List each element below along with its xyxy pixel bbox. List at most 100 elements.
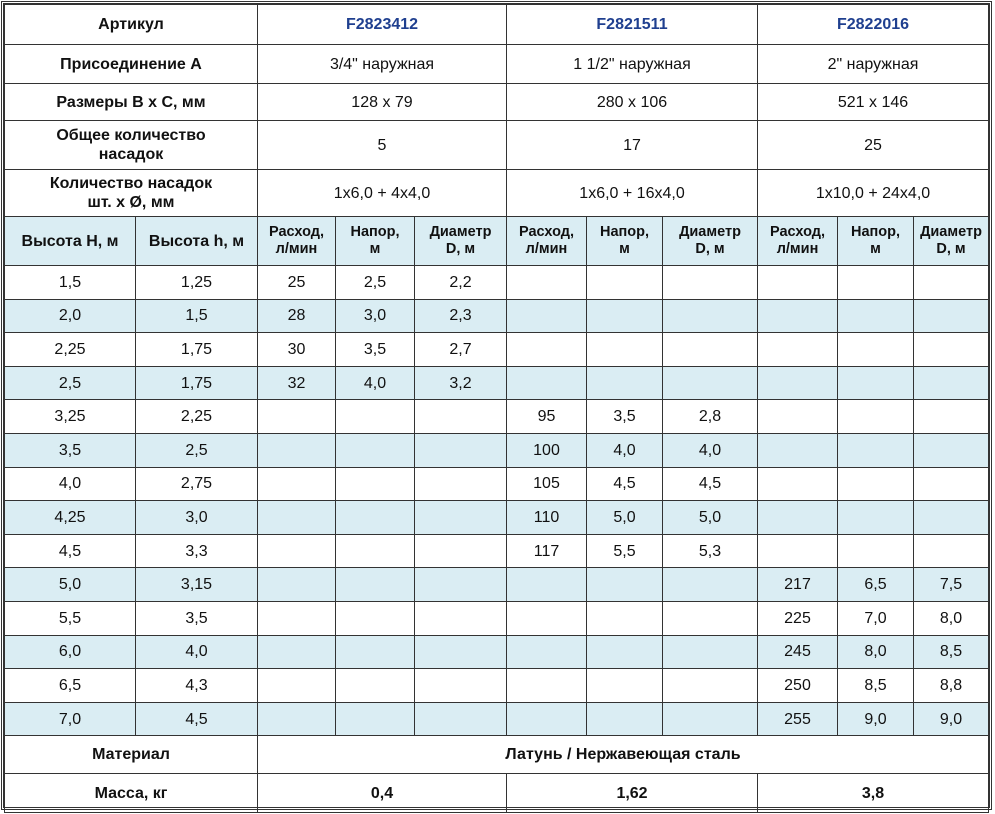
total-nozzles-row: Общее количество насадок 5 17 25 — [4, 120, 989, 170]
total-nozzles-3: 25 — [757, 120, 989, 170]
table-cell — [506, 634, 587, 670]
table-row: 3,25 2,25 95 3,5 2,8 — [4, 399, 989, 434]
table-cell: 2,5 — [335, 265, 415, 300]
table-cell — [414, 634, 507, 670]
table-cell: 4,0 — [661, 432, 759, 468]
table-cell — [757, 332, 839, 367]
table-cell: 8,8 — [913, 668, 989, 703]
table-cell — [586, 298, 663, 334]
label-line: D, м — [445, 241, 476, 257]
material-row: Материал Латунь / Нержавеющая сталь — [4, 735, 989, 775]
table-cell: 95 — [506, 399, 587, 434]
table-cell: 7,0 — [4, 701, 136, 737]
table-cell: 1,5 — [135, 298, 258, 334]
table-cell — [586, 265, 663, 300]
table-cell — [757, 399, 839, 434]
material-value: Латунь / Нержавеющая сталь — [257, 735, 989, 775]
table-cell: 2,3 — [414, 298, 507, 334]
table-cell — [661, 298, 759, 334]
table-cell: 3,15 — [135, 567, 258, 602]
table-cell: 250 — [757, 668, 839, 703]
table-cell: 3,3 — [135, 533, 258, 569]
col-diameter-2: Диаметр D, м — [661, 216, 759, 266]
size-row: Размеры В х С, мм 128 x 79 280 x 106 521… — [4, 83, 989, 121]
nozzles-row: Количество насадок шт. х Ø, мм 1х6,0 + 4х… — [4, 169, 989, 217]
table-cell — [414, 466, 507, 502]
table-cell — [913, 365, 989, 401]
table-cell — [257, 432, 336, 468]
table-cell: 2,25 — [135, 399, 258, 434]
table-cell — [257, 600, 336, 636]
table-cell: 3,0 — [335, 298, 415, 334]
table-row: 7,0 4,5 255 9,0 9,0 — [4, 701, 989, 737]
nozzles-label: Количество насадок шт. х Ø, мм — [4, 169, 258, 217]
table-cell: 8,0 — [837, 634, 915, 670]
label-line: м — [870, 241, 881, 257]
label-line: D, м — [695, 241, 725, 257]
table-cell — [335, 668, 415, 703]
table-cell: 225 — [757, 600, 839, 636]
table-cell: 117 — [506, 533, 587, 569]
table-cell — [414, 500, 507, 535]
size-3: 521 x 146 — [757, 83, 989, 121]
column-header-row: Высота H, м Высота h, м Расход, л/мин Напо… — [4, 216, 989, 266]
table-cell — [837, 432, 915, 468]
table-cell — [757, 533, 839, 569]
table-cell — [661, 332, 759, 367]
connection-1: 3/4" наружная — [257, 44, 507, 84]
table-cell — [506, 600, 587, 636]
table-cell: 5,5 — [586, 533, 663, 569]
table-cell: 100 — [506, 432, 587, 468]
label-line: Расход, — [518, 224, 575, 240]
table-cell — [661, 265, 759, 300]
table-cell — [506, 701, 587, 737]
col-height-h: Высота h, м — [135, 216, 258, 266]
table-cell — [837, 265, 915, 300]
table-cell — [414, 567, 507, 602]
table-cell: 5,0 — [661, 500, 759, 535]
table-cell — [506, 668, 587, 703]
table-row: 6,0 4,0 245 8,0 8,5 — [4, 634, 989, 670]
label-line: Диаметр — [429, 224, 492, 240]
total-nozzles-1: 5 — [257, 120, 507, 170]
table-cell — [506, 365, 587, 401]
table-cell: 2,7 — [414, 332, 507, 367]
table-cell — [837, 399, 915, 434]
table-cell — [913, 500, 989, 535]
table-cell — [757, 432, 839, 468]
table-cell: 9,0 — [837, 701, 915, 737]
connection-row: Присоединение А 3/4" наружная 1 1/2" нар… — [4, 44, 989, 84]
label-line: D, м — [936, 241, 966, 257]
size-2: 280 x 106 — [505, 83, 759, 121]
table-cell — [257, 701, 336, 737]
table-cell — [586, 365, 663, 401]
table-cell: 3,5 — [335, 332, 415, 367]
table-cell — [837, 332, 915, 367]
table-cell — [586, 567, 663, 602]
table-row: 2,5 1,75 32 4,0 3,2 — [4, 365, 989, 401]
table-cell — [913, 533, 989, 569]
label-line: Диаметр — [679, 224, 741, 240]
table-cell: 5,0 — [586, 500, 663, 535]
material-label: Материал — [4, 735, 258, 775]
table-cell — [837, 500, 915, 535]
label-line: л/мин — [776, 241, 819, 257]
col-head-1: Напор, м — [335, 216, 415, 266]
label-line: насадок — [98, 146, 164, 163]
col-flow-2: Расход, л/мин — [506, 216, 587, 266]
col-flow-1: Расход, л/мин — [257, 216, 336, 266]
table-cell: 7,5 — [913, 567, 989, 602]
label-line: л/мин — [275, 241, 318, 257]
table-cell — [257, 500, 336, 535]
table-cell — [757, 466, 839, 502]
table-cell: 3,5 — [135, 600, 258, 636]
table-cell — [257, 668, 336, 703]
table-cell — [913, 332, 989, 367]
table-cell: 4,5 — [586, 466, 663, 502]
table-cell — [661, 600, 759, 636]
table-row: 3,5 2,5 100 4,0 4,0 — [4, 432, 989, 468]
mass-3: 3,8 — [757, 773, 989, 814]
table-cell: 1,5 — [4, 265, 136, 300]
label-line: Расход, — [770, 224, 826, 240]
table-cell: 1,75 — [135, 332, 258, 367]
